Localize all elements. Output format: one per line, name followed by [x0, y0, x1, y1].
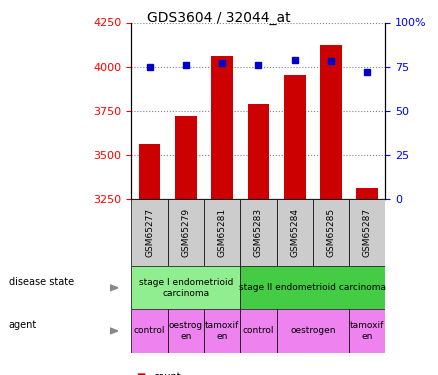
Bar	[168, 309, 204, 352]
Bar	[139, 144, 160, 375]
Text: GSM65277: GSM65277	[145, 208, 154, 257]
Text: control: control	[134, 326, 165, 335]
Bar	[284, 75, 306, 375]
Text: GSM65283: GSM65283	[254, 208, 263, 257]
Bar	[349, 199, 385, 266]
Bar	[247, 104, 269, 375]
Bar	[131, 309, 168, 352]
Bar	[313, 199, 349, 266]
Text: GSM65284: GSM65284	[290, 208, 299, 257]
Text: GDS3604 / 32044_at: GDS3604 / 32044_at	[147, 11, 291, 25]
Text: stage II endometrioid carcinoma: stage II endometrioid carcinoma	[239, 284, 386, 292]
Bar	[240, 199, 276, 266]
Polygon shape	[110, 285, 118, 291]
Text: GSM65285: GSM65285	[326, 208, 336, 257]
Text: agent: agent	[9, 320, 37, 330]
Bar	[204, 199, 240, 266]
Polygon shape	[110, 328, 118, 334]
Bar	[349, 309, 385, 352]
Bar	[276, 309, 349, 352]
Bar	[211, 56, 233, 375]
Text: tamoxif
en: tamoxif en	[205, 321, 239, 340]
Bar	[276, 199, 313, 266]
Bar	[131, 199, 168, 266]
Bar	[131, 266, 240, 309]
Text: oestrogen: oestrogen	[290, 326, 336, 335]
Text: GSM65279: GSM65279	[181, 208, 191, 257]
Text: ■: ■	[136, 372, 145, 375]
Bar	[357, 188, 378, 375]
Text: oestrog
en: oestrog en	[169, 321, 203, 340]
Text: GSM65287: GSM65287	[363, 208, 372, 257]
Text: control: control	[243, 326, 274, 335]
Bar	[204, 309, 240, 352]
Bar	[175, 116, 197, 375]
Bar	[168, 199, 204, 266]
Text: tamoxif
en: tamoxif en	[350, 321, 385, 340]
Bar	[240, 266, 385, 309]
Text: count: count	[153, 372, 181, 375]
Bar	[240, 309, 276, 352]
Text: disease state: disease state	[9, 277, 74, 287]
Text: stage I endometrioid
carcinoma: stage I endometrioid carcinoma	[139, 278, 233, 297]
Bar	[320, 45, 342, 375]
Text: GSM65281: GSM65281	[218, 208, 226, 257]
